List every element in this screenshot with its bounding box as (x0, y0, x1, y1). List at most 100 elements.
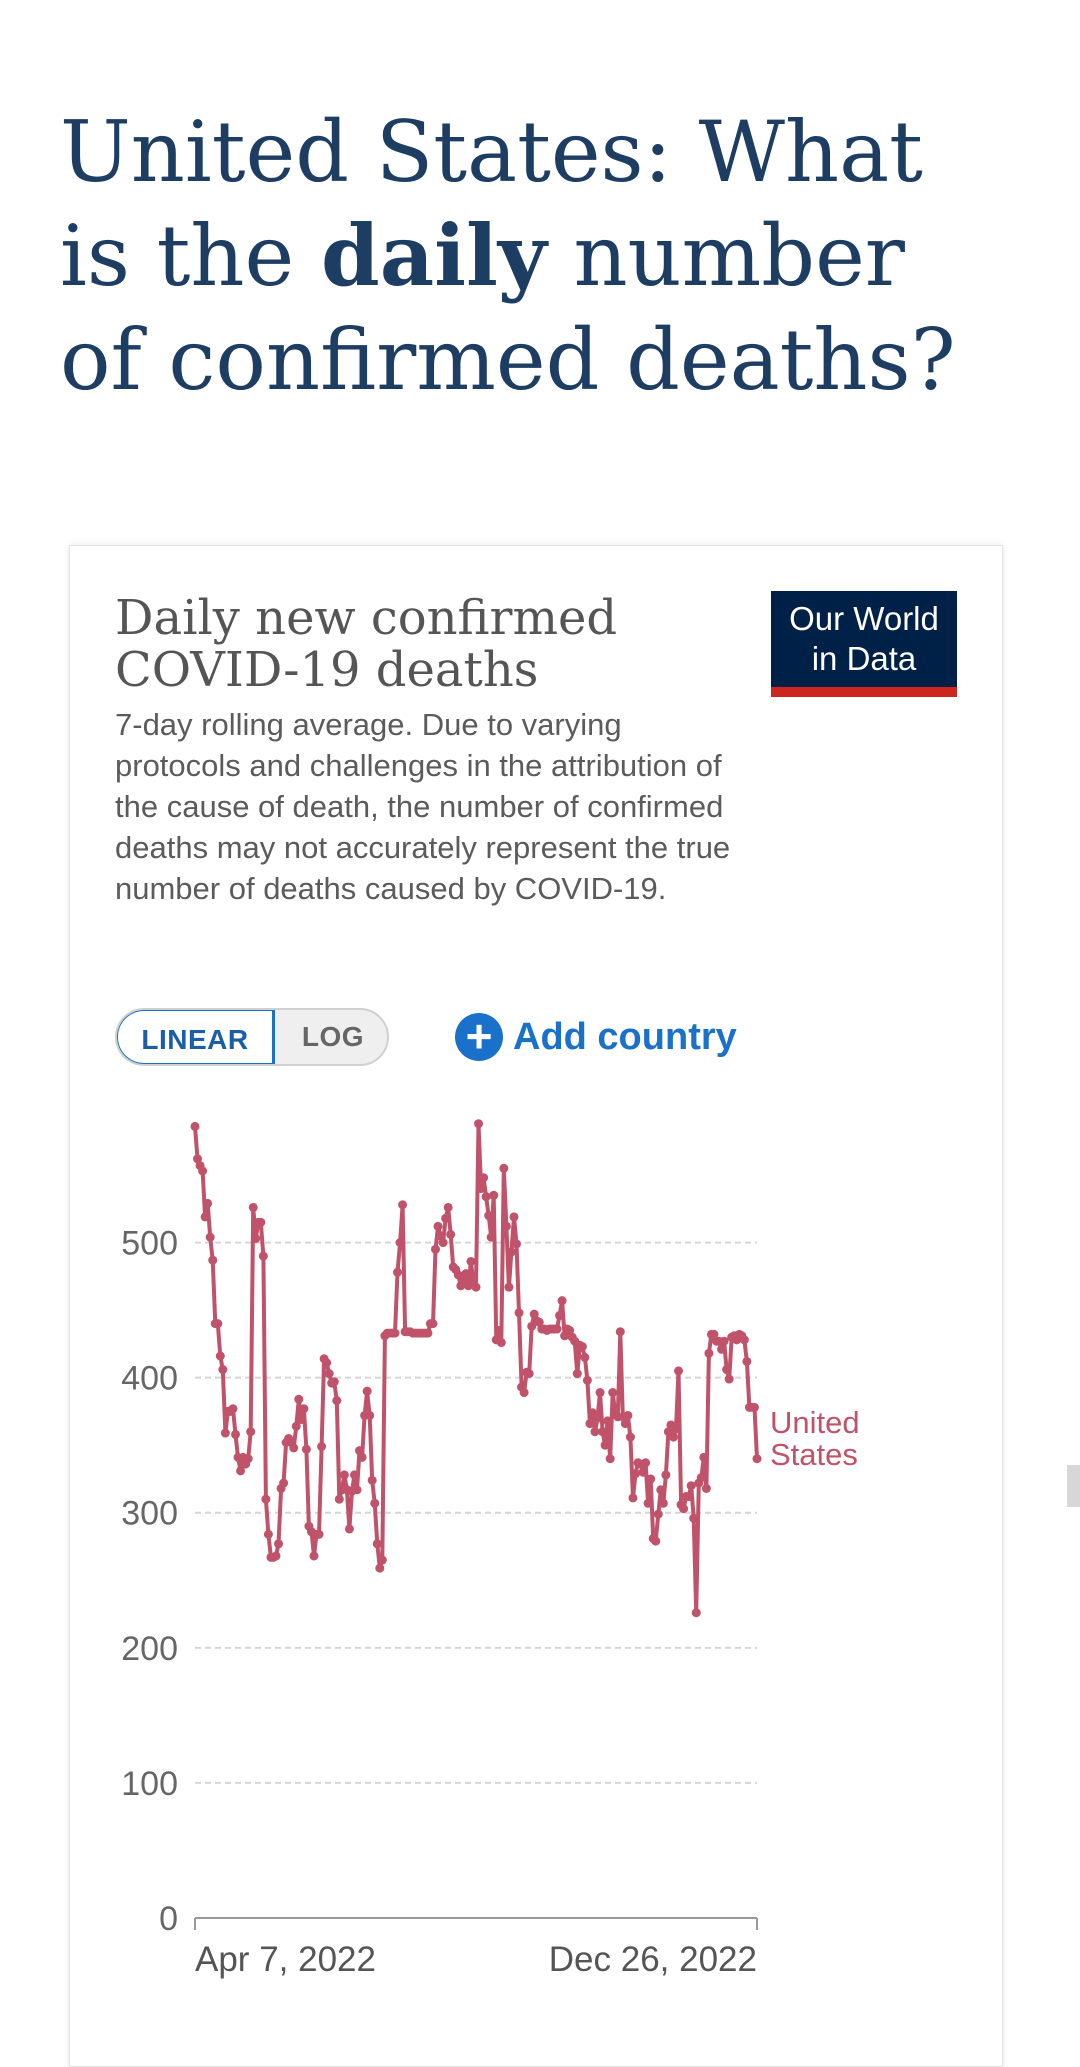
data-point (317, 1442, 327, 1452)
data-point (246, 1427, 256, 1437)
data-point (580, 1352, 590, 1362)
data-point (390, 1328, 400, 1338)
data-point (322, 1358, 332, 1368)
data-point (658, 1498, 668, 1508)
data-point (661, 1470, 671, 1480)
data-point (704, 1348, 714, 1358)
data-point (314, 1529, 324, 1539)
data-point (334, 1494, 344, 1504)
data-point (329, 1377, 339, 1387)
data-point (261, 1494, 271, 1504)
data-point (456, 1281, 466, 1291)
data-point (248, 1202, 258, 1212)
data-point (203, 1198, 213, 1208)
chart-card: Daily new confirmed COVID-19 deaths 7-da… (69, 545, 1003, 2067)
data-point (471, 1282, 481, 1292)
data-point (628, 1493, 638, 1503)
data-point (274, 1539, 284, 1549)
data-point (436, 1231, 446, 1241)
data-point (393, 1267, 403, 1277)
data-point (213, 1319, 223, 1329)
data-point (671, 1424, 681, 1434)
data-point (739, 1335, 749, 1345)
x-tick-label: Dec 26, 2022 (549, 1940, 757, 1979)
data-point (749, 1402, 759, 1412)
data-point (349, 1470, 359, 1480)
data-point (684, 1492, 694, 1502)
data-point (324, 1369, 334, 1379)
data-point (395, 1238, 405, 1248)
data-point (461, 1269, 471, 1279)
data-point (514, 1308, 524, 1318)
owid-logo[interactable]: Our World in Data (771, 591, 957, 697)
data-point (615, 1327, 625, 1337)
data-point (398, 1200, 408, 1210)
add-country-button[interactable]: + Add country (455, 1008, 737, 1066)
data-point (653, 1509, 663, 1519)
data-point (243, 1454, 253, 1464)
linear-scale-button[interactable]: LINEAR (117, 1010, 275, 1064)
logo-line-1: Our World (789, 600, 939, 637)
data-point (441, 1213, 451, 1223)
data-point (534, 1317, 544, 1327)
data-point (443, 1202, 453, 1212)
data-point (215, 1351, 225, 1361)
y-tick-label: 300 (121, 1495, 178, 1533)
plus-circle-icon: + (455, 1013, 503, 1061)
data-point (717, 1344, 727, 1354)
data-point (593, 1413, 603, 1423)
data-point (279, 1478, 289, 1488)
data-point (689, 1513, 699, 1523)
data-point (200, 1212, 210, 1222)
data-point (557, 1296, 567, 1306)
data-point (638, 1467, 648, 1477)
data-point (641, 1458, 651, 1468)
side-scroll-handle[interactable] (1067, 1465, 1080, 1507)
data-point (742, 1356, 752, 1366)
data-point (620, 1419, 630, 1429)
data-point (296, 1415, 306, 1425)
series-end-label: United States (770, 1405, 860, 1472)
data-point (552, 1324, 562, 1334)
data-point (339, 1470, 349, 1480)
data-point (365, 1410, 375, 1420)
data-point (595, 1388, 605, 1398)
chart-subtitle: 7-day rolling average. Due to varying pr… (115, 707, 731, 906)
data-point (506, 1247, 516, 1257)
log-scale-button[interactable]: LOG (301, 1021, 365, 1052)
data-point (299, 1404, 309, 1414)
data-point (294, 1394, 304, 1404)
data-point (499, 1163, 509, 1173)
add-country-label: Add country (513, 1015, 737, 1058)
data-point (484, 1211, 494, 1221)
data-point (446, 1229, 456, 1239)
y-tick-label: 400 (121, 1360, 178, 1398)
data-point (428, 1319, 438, 1329)
page-title-end: number of confirmed deaths? (60, 207, 956, 409)
data-point (433, 1221, 443, 1231)
data-point (258, 1251, 268, 1261)
data-point (686, 1481, 696, 1491)
data-point (598, 1427, 608, 1437)
x-tick-label: Apr 7, 2022 (195, 1940, 376, 1979)
data-point (220, 1428, 230, 1438)
data-point (577, 1342, 587, 1352)
data-point (529, 1309, 539, 1319)
data-point (236, 1466, 246, 1476)
data-point (701, 1483, 711, 1493)
scale-toggle: LINEAR LOG (115, 1008, 389, 1066)
data-point (438, 1238, 448, 1248)
data-point (590, 1427, 600, 1437)
data-point (582, 1375, 592, 1385)
data-point (357, 1452, 367, 1462)
data-point (696, 1473, 706, 1483)
data-point (709, 1329, 719, 1339)
data-point (370, 1498, 380, 1508)
data-point (630, 1469, 640, 1479)
data-point (263, 1529, 273, 1539)
data-point (474, 1119, 484, 1129)
data-point (479, 1173, 489, 1183)
data-point (555, 1311, 565, 1321)
data-point (271, 1551, 281, 1561)
data-point (309, 1551, 319, 1561)
